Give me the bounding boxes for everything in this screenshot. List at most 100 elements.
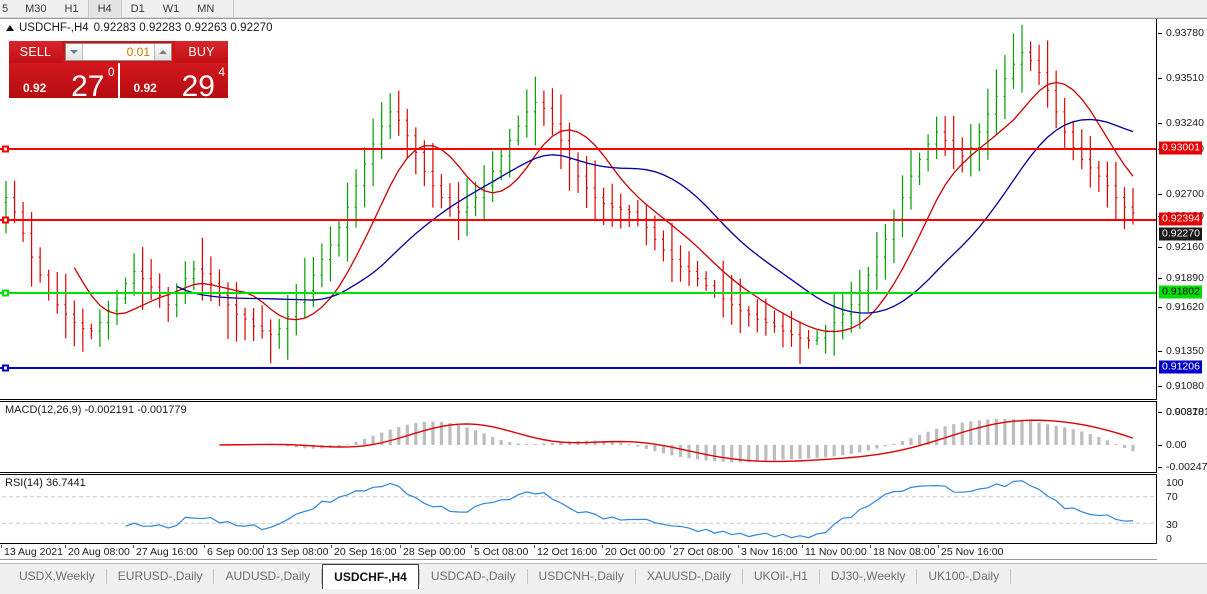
macd-histogram-bar [866, 445, 870, 451]
candlestick [252, 308, 255, 341]
candlestick [644, 204, 648, 246]
time-scale[interactable]: 13 Aug 2021 20 Aug 08:00 27 Aug 16:00 6 Sep… [0, 545, 1157, 560]
buy-button[interactable]: BUY [175, 41, 228, 63]
candlestick [320, 243, 324, 288]
macd-caption: MACD(12,26,9) -0.002191 -0.001779 [5, 404, 187, 416]
horizontal-level-line[interactable] [0, 219, 1156, 221]
rsi-scale-label: 100 [1166, 477, 1184, 489]
volume-decrease-button[interactable] [66, 44, 83, 60]
sell-button[interactable]: SELL [9, 41, 62, 63]
macd-scale-tick [1158, 467, 1162, 468]
candlestick [747, 306, 751, 327]
horizontal-level-line[interactable] [0, 148, 1156, 150]
candlestick [653, 215, 657, 251]
candlestick [516, 115, 520, 146]
candlestick [158, 273, 162, 308]
macd-histogram-bar [670, 445, 674, 456]
timeframe-button-h4[interactable]: H4 [87, 0, 122, 18]
timeframe-button-mn[interactable]: MN [197, 3, 215, 15]
volume-increase-button[interactable] [154, 44, 171, 60]
chart-tab[interactable]: USDCNH-,Daily [538, 569, 624, 583]
candlestick [1012, 33, 1015, 89]
chart-tab[interactable]: UKOil-,H1 [753, 569, 808, 583]
macd-histogram-bar [1114, 444, 1118, 445]
price-scale-label: 0.91080 [1166, 380, 1204, 392]
buy-price-pips: 29 [181, 70, 215, 99]
chart-tab[interactable]: AUDUSD-,Daily [225, 569, 311, 583]
price-scale-badge-blue[interactable]: 0.91206 [1159, 360, 1202, 374]
price-scale-badge-black[interactable]: 0.92270 [1159, 227, 1202, 241]
macd-indicator-pane[interactable]: MACD(12,26,9) -0.002191 -0.001779 [0, 401, 1157, 473]
macd-histogram-bar [303, 445, 307, 449]
macd-histogram-bar [960, 422, 964, 445]
chart-tab[interactable]: USDX,Weekly [19, 569, 95, 583]
buy-price-button[interactable]: 0.92 29 4 [119, 63, 228, 99]
macd-histogram-bar [969, 421, 973, 445]
horizontal-level-line[interactable] [0, 367, 1156, 369]
chart-tab[interactable]: USDCAD-,Daily [430, 569, 516, 583]
price-scale-label: 0.92160 [1166, 241, 1204, 253]
time-scale-label: 27 Oct 08:00 [673, 546, 734, 558]
timeframe-button-d1[interactable]: D1 [130, 3, 145, 15]
tab-divider [105, 569, 107, 584]
candlestick [107, 300, 110, 340]
rsi-indicator-pane[interactable]: RSI(14) 36.7441 [0, 474, 1157, 544]
collapse-triangle-icon[interactable] [6, 25, 14, 31]
volume-stepper[interactable]: 0.01 [65, 43, 172, 61]
price-scale[interactable]: 0.937800.935100.932400.929700.927000.924… [1158, 19, 1207, 545]
trade-panel-price-row: 0.92 27 0 0.92 29 4 [9, 63, 228, 98]
candlestick [790, 311, 793, 347]
level-line-handle[interactable] [2, 364, 9, 372]
buy-price-prefix: 0.92 [133, 81, 157, 95]
macd-histogram-bar [1080, 431, 1084, 445]
timeframe-button-m5[interactable]: 5 [2, 3, 9, 15]
macd-histogram-bar [550, 442, 555, 445]
rsi-scale-label: 70 [1166, 491, 1178, 503]
horizontal-level-line[interactable] [0, 292, 1156, 294]
volume-input[interactable]: 0.01 [83, 44, 154, 60]
candlestick [807, 330, 810, 349]
timeframe-button-h1[interactable]: H1 [64, 3, 79, 15]
sell-price-button[interactable]: 0.92 27 0 [9, 63, 118, 98]
chart-tab[interactable]: USDCHF-,H4 [322, 564, 419, 589]
ohlc-values-label: 0.92283 0.92283 0.92263 0.92270 [93, 22, 273, 34]
candlestick [98, 309, 102, 347]
macd-histogram-bar [755, 445, 759, 462]
moving-average-line [73, 81, 1134, 333]
price-scale-label: 0.93780 [1166, 27, 1204, 39]
candlestick [4, 181, 8, 234]
time-scale-label: 20 Aug 08:00 [68, 546, 130, 558]
candlestick [1029, 41, 1032, 71]
candlestick [13, 180, 16, 223]
price-scale-badge-red[interactable]: 0.93001 [1159, 141, 1202, 155]
timeframe-button-w1[interactable]: W1 [162, 3, 180, 15]
level-line-handle[interactable] [2, 289, 9, 297]
one-click-trading-panel[interactable]: SELL 0.01 BUY 0.92 [9, 41, 228, 98]
macd-histogram-bar [311, 445, 315, 449]
price-scale-badge-red[interactable]: 0.92394 [1159, 212, 1202, 226]
candlestick [64, 273, 68, 339]
candlestick [952, 115, 956, 169]
chart-tab[interactable]: XAUUSD-,Daily [646, 569, 731, 583]
time-scale-label: 20 Oct 00:00 [605, 546, 666, 558]
volume-control[interactable]: 0.01 [62, 41, 175, 63]
macd-histogram-bar [730, 445, 734, 463]
chart-tab[interactable]: UK100-,Daily [928, 569, 1000, 583]
price-scale-tick [1158, 194, 1162, 195]
macd-histogram-bar [508, 442, 512, 445]
symbol-info-header: USDCHF-,H4 0.92283 0.92283 0.92263 0.922… [6, 22, 273, 34]
level-line-handle[interactable] [2, 216, 9, 224]
candlestick [431, 143, 435, 208]
macd-histogram-bar [1071, 429, 1075, 445]
level-line-handle[interactable] [2, 145, 9, 153]
chart-tab[interactable]: DJ30-,Weekly [830, 569, 906, 583]
chart-tab[interactable]: EURUSD-,Daily [117, 569, 203, 583]
macd-histogram-bar [371, 435, 375, 445]
timeframe-button-m30[interactable]: M30 [25, 3, 47, 15]
time-scale-tick [870, 545, 871, 548]
chart-frame: USDCHF-,H4 0.92283 0.92283 0.92263 0.922… [0, 18, 1207, 560]
macd-histogram-bar [362, 438, 367, 445]
price-scale-badge-green[interactable]: 0.91802 [1159, 285, 1202, 299]
macd-histogram-bar [781, 445, 785, 460]
candlestick [849, 281, 853, 333]
